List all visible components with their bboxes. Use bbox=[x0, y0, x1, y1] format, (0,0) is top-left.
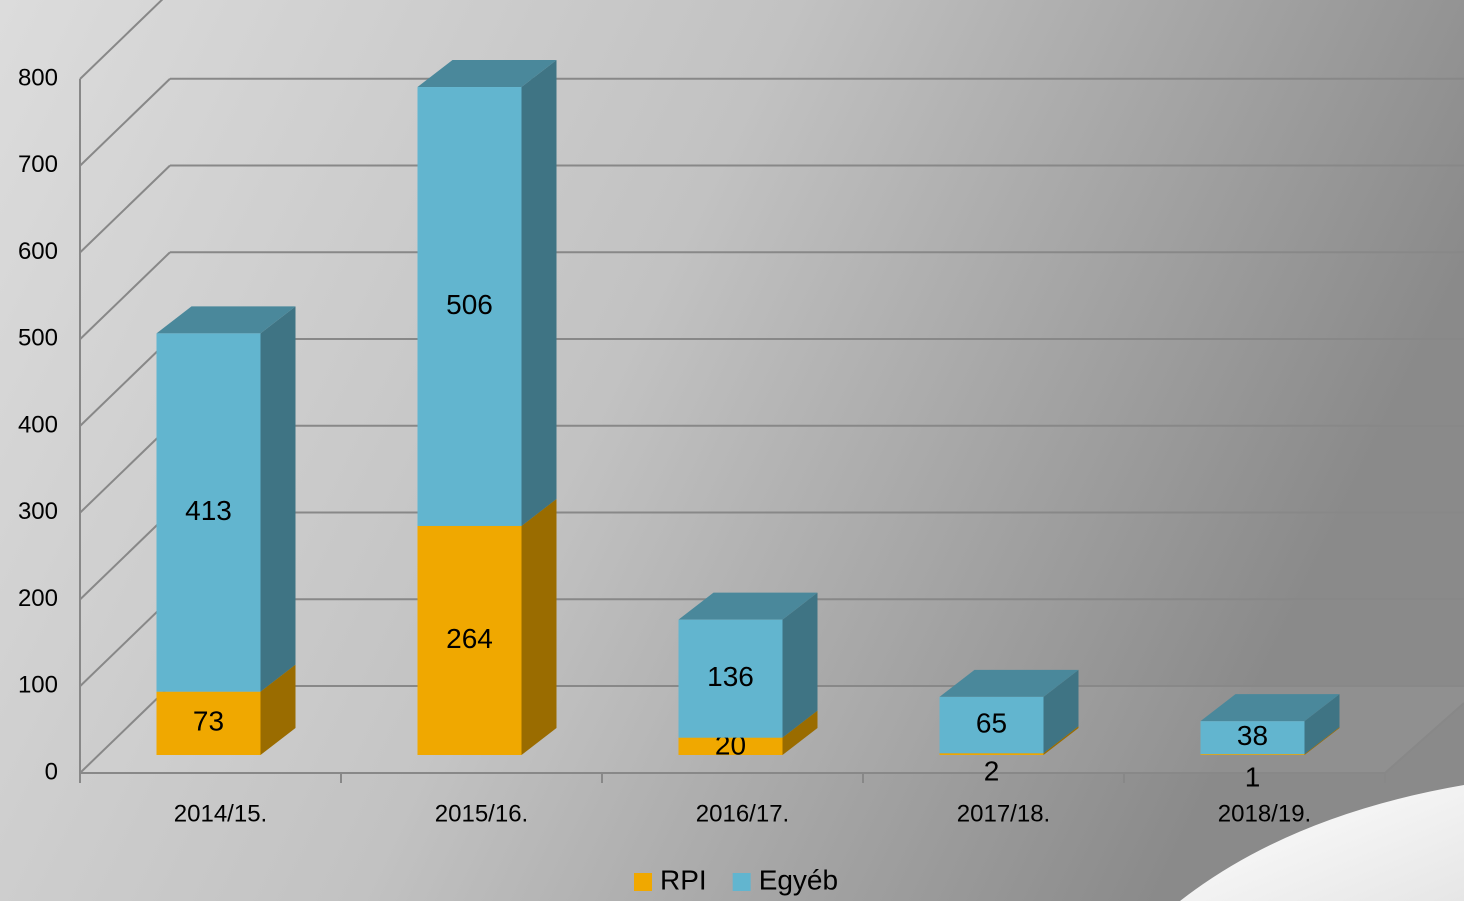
legend-swatch bbox=[634, 873, 652, 891]
y-tick-label: 300 bbox=[18, 498, 58, 525]
bar bbox=[156, 691, 261, 755]
bar-side bbox=[1304, 727, 1340, 755]
bar bbox=[417, 525, 522, 755]
grid-line-side bbox=[79, 0, 164, 80]
bar-top bbox=[156, 306, 296, 334]
y-tick-label: 500 bbox=[18, 325, 58, 352]
grid-line-side bbox=[79, 338, 171, 427]
x-tick-label: 2015/16. bbox=[435, 800, 528, 827]
x-tick-label: 2017/18. bbox=[957, 800, 1050, 827]
grid-line-side bbox=[79, 511, 171, 601]
bar bbox=[939, 696, 1044, 754]
y-tick-label: 800 bbox=[18, 64, 58, 91]
legend-label: RPI bbox=[660, 864, 707, 895]
y-tick-label: 600 bbox=[18, 238, 58, 265]
bar bbox=[417, 87, 522, 526]
swoosh bbox=[1180, 785, 1464, 901]
bar-side bbox=[260, 306, 296, 692]
bar-top bbox=[417, 60, 557, 88]
bar-side bbox=[1043, 669, 1079, 754]
bar bbox=[678, 737, 783, 755]
bar-top bbox=[1200, 694, 1340, 722]
grid-line-side bbox=[79, 164, 171, 254]
bar-side bbox=[782, 710, 818, 755]
y-tick-label: 200 bbox=[18, 585, 58, 612]
bar bbox=[1200, 721, 1305, 755]
y-tick-label: 700 bbox=[18, 151, 58, 178]
grid-line-side bbox=[79, 598, 171, 687]
x-tick-label: 2016/17. bbox=[696, 800, 789, 827]
legend-swatch bbox=[732, 873, 751, 891]
y-tick-label: 0 bbox=[45, 758, 58, 785]
bar bbox=[156, 333, 261, 692]
value-label: 506 bbox=[446, 289, 493, 320]
x-tick-label: 2014/15. bbox=[174, 800, 267, 827]
value-label: 65 bbox=[976, 707, 1007, 738]
grid-line-side bbox=[79, 685, 171, 774]
y-tick-label: 100 bbox=[18, 672, 58, 699]
grid-line-side bbox=[79, 425, 171, 514]
bar-side bbox=[1043, 726, 1079, 755]
grid-line-side bbox=[79, 78, 171, 167]
legend-label: Egyéb bbox=[759, 864, 838, 895]
y-tick-label: 400 bbox=[18, 411, 58, 438]
bar-side bbox=[521, 498, 557, 755]
value-label: 1 bbox=[1245, 761, 1261, 792]
value-label: 136 bbox=[707, 661, 754, 692]
bar-side bbox=[782, 592, 818, 738]
bar bbox=[678, 619, 783, 738]
bar-top bbox=[678, 592, 818, 620]
value-label: 413 bbox=[185, 495, 232, 526]
floor-edge bbox=[1384, 702, 1464, 774]
x-tick-label: 2018/19. bbox=[1218, 800, 1311, 827]
bar-side bbox=[521, 60, 557, 526]
grid-line-side bbox=[79, 251, 171, 340]
value-label: 73 bbox=[193, 706, 224, 737]
value-label: 264 bbox=[446, 623, 493, 654]
bar-side bbox=[260, 664, 296, 755]
bar bbox=[1200, 754, 1305, 755]
bar-top bbox=[939, 669, 1079, 697]
value-label: 2 bbox=[984, 755, 1000, 786]
bar bbox=[939, 753, 1044, 755]
bar-side bbox=[1304, 694, 1340, 755]
value-label: 38 bbox=[1237, 720, 1268, 751]
